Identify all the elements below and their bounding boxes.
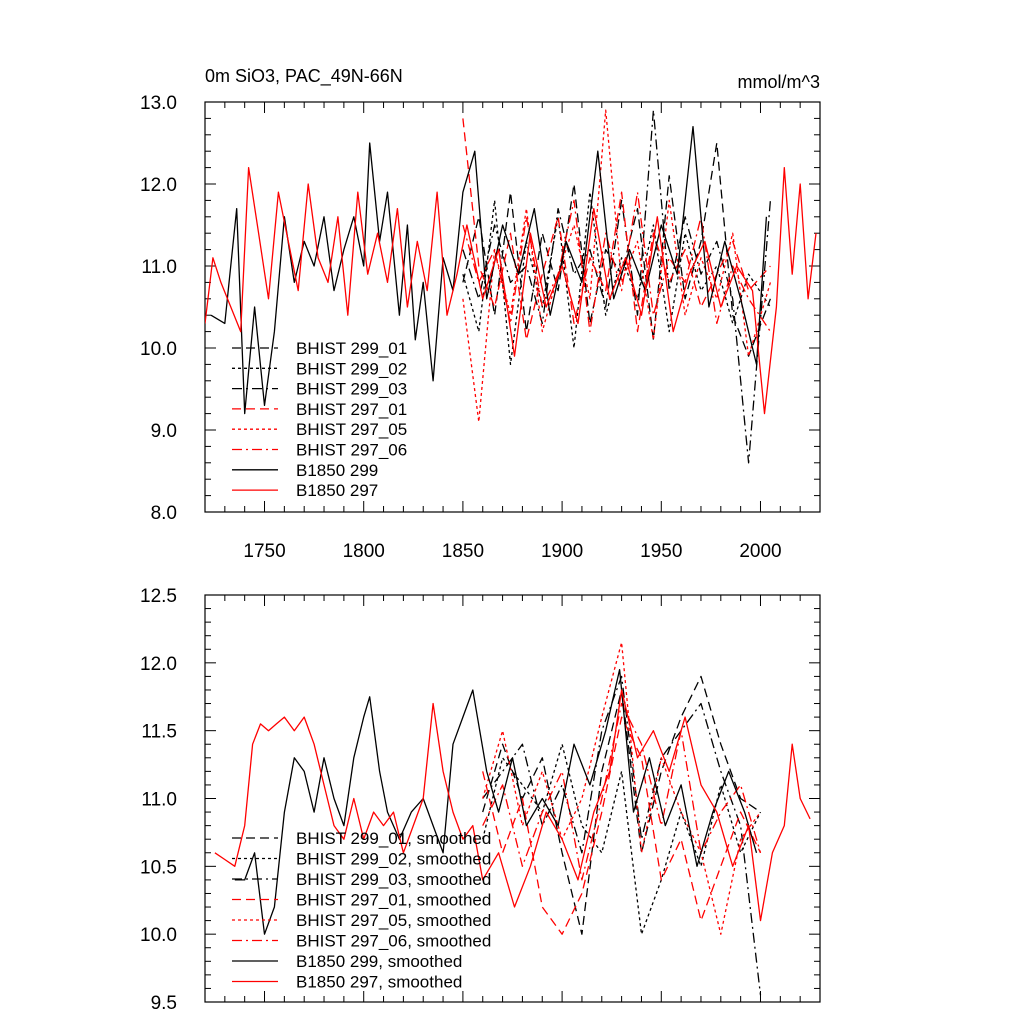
legend-label: BHIST 297_01 <box>296 400 407 419</box>
y-tick-label: 12.0 <box>140 654 177 675</box>
y-tick-label: 12.0 <box>140 175 177 196</box>
x-tick-label: 1950 <box>640 541 682 562</box>
top-panel: 1750 1800 1850 1900 1950 2000 8.0 9.0 10.0 11.0 12… <box>140 66 821 562</box>
x-tick-label: 2000 <box>739 541 781 562</box>
series-line-bhist-297-01-smoothed <box>482 716 762 935</box>
series-line-bhist-297-06 <box>462 191 771 333</box>
series-line-b1850-299-smoothed <box>234 668 758 935</box>
series-group <box>205 109 817 464</box>
legend-label: BHIST 297_01, smoothed <box>296 891 491 910</box>
legend-label: BHIST 299_03, smoothed <box>296 870 491 889</box>
series-line-bhist-299-03 <box>462 109 772 464</box>
x-tick-label: 1850 <box>442 541 484 562</box>
plot-frame <box>204 101 821 513</box>
y-tick-label: 9.0 <box>151 421 177 442</box>
y-tick-label: 10.0 <box>140 925 177 946</box>
legend-label: B1850 299, smoothed <box>296 952 462 971</box>
y-tick-label: 12.5 <box>140 586 177 607</box>
series-line-bhist-299-01-smoothed <box>482 675 761 935</box>
series-line-bhist-299-01 <box>462 142 772 357</box>
y-tick-label: 10.0 <box>140 339 177 360</box>
series-group <box>214 641 811 996</box>
series-line-bhist-299-03-smoothed <box>482 675 762 996</box>
legend-label: BHIST 297_05, smoothed <box>296 911 491 930</box>
series-line-bhist-297-05-smoothed <box>482 641 762 935</box>
legend-label: BHIST 299_01 <box>296 339 407 358</box>
legend-label: BHIST 297_05 <box>296 420 407 439</box>
chart-title: 0m SiO3, PAC_49N-66N <box>205 66 403 87</box>
legend-label: BHIST 299_03 <box>296 380 407 399</box>
units-label: mmol/m^3 <box>738 72 820 92</box>
legend-label: B1850 299 <box>296 461 378 480</box>
series-line-bhist-297-05 <box>462 109 772 423</box>
y-tick-label: 10.5 <box>140 857 177 878</box>
y-tick-label: 9.5 <box>151 993 177 1014</box>
x-tick-label: 1800 <box>343 541 385 562</box>
series-line-bhist-297-06-smoothed <box>482 702 762 881</box>
legend-label: BHIST 299_02, smoothed <box>296 850 491 869</box>
series-line-bhist-299-02 <box>462 191 771 366</box>
series-line-bhist-299-02-smoothed <box>482 743 762 935</box>
legend-label: BHIST 299_01, smoothed <box>296 829 491 848</box>
y-tick-label: 11.0 <box>141 257 177 278</box>
x-tick-label: 1750 <box>243 541 285 562</box>
legend-label: BHIST 299_02 <box>296 359 407 378</box>
y-tick-label: 11.0 <box>141 790 177 811</box>
y-tick-label: 11.5 <box>141 722 177 743</box>
series-line-b1850-297-smoothed <box>214 689 811 922</box>
legend-label: B1850 297 <box>296 481 378 500</box>
bottom-panel: 9.5 10.0 10.5 11.0 11.5 12.0 12.5 BHIST 299_01,… <box>140 586 821 1014</box>
y-tick-label: 13.0 <box>140 93 177 114</box>
legend-label: B1850 297, smoothed <box>296 973 462 992</box>
series-line-b1850-297 <box>205 166 817 415</box>
series-line-b1850-299 <box>210 125 768 415</box>
y-tick-label: 8.0 <box>151 503 177 524</box>
legend-label: BHIST 297_06, smoothed <box>296 932 491 951</box>
x-tick-label: 1900 <box>541 541 583 562</box>
legend-label: BHIST 297_06 <box>296 441 407 460</box>
